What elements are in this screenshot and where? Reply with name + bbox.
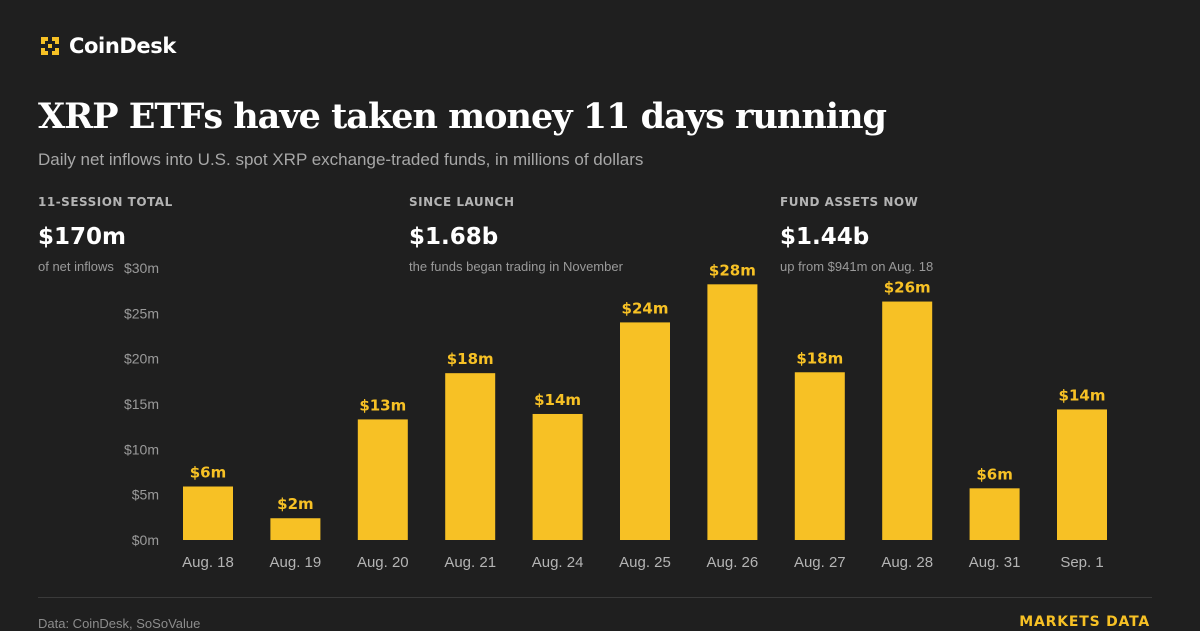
- x-tick-label: Sep. 1: [1060, 554, 1103, 571]
- bar-value-label: $28m: [709, 261, 756, 279]
- stat-value: $170m: [38, 224, 126, 250]
- bar: [445, 373, 496, 540]
- bar-value-label: $14m: [534, 391, 581, 409]
- x-tick-label: Aug. 26: [707, 554, 759, 571]
- source-note: Data: CoinDesk, SoSoValue: [38, 616, 201, 631]
- stat-value: $1.44b: [780, 224, 870, 250]
- bar-value-label: $18m: [796, 349, 843, 367]
- x-tick-label: Aug. 21: [444, 554, 496, 571]
- coindesk-logo-icon: [41, 37, 59, 55]
- stat-label: 11-SESSION TOTAL: [38, 195, 173, 209]
- stat-value: $1.68b: [409, 224, 499, 250]
- x-tick-label: Aug. 27: [794, 554, 846, 571]
- x-tick-label: Aug. 31: [969, 554, 1021, 571]
- bar-value-label: $24m: [622, 299, 669, 317]
- brand[interactable]: CoinDesk: [38, 34, 176, 58]
- stat-label: FUND ASSETS NOW: [780, 195, 919, 209]
- stat-session-total: 11-SESSION TOTAL $170m of net inflows: [38, 195, 368, 274]
- bar: [532, 413, 583, 540]
- bar: [620, 322, 670, 540]
- brand-name: CoinDesk: [69, 34, 176, 58]
- bar: [1057, 409, 1107, 540]
- y-tick-label: $20m: [124, 351, 159, 367]
- bar: [882, 301, 933, 540]
- bar: [357, 419, 408, 540]
- markets-data-link[interactable]: MARKETS DATA: [1019, 614, 1150, 630]
- bar-value-label: $2m: [277, 495, 314, 513]
- bar: [183, 486, 233, 540]
- subhead: Daily net inflows into U.S. spot XRP exc…: [38, 150, 644, 169]
- y-tick-label: $0m: [132, 532, 159, 548]
- footer-divider: [38, 597, 1152, 598]
- x-tick-label: Aug. 28: [881, 554, 933, 571]
- stat-note: up from $941m on Aug. 18: [780, 259, 934, 274]
- headline: XRP ETFs have taken money 11 days runnin…: [38, 96, 887, 137]
- y-tick-label: $10m: [124, 441, 159, 457]
- bar-value-label: $6m: [976, 465, 1013, 483]
- x-tick-label: Aug. 18: [182, 554, 234, 571]
- stat-label: SINCE LAUNCH: [409, 195, 515, 209]
- x-tick-label: Aug. 20: [357, 554, 409, 571]
- bar: [270, 518, 321, 540]
- stat-fund-assets: FUND ASSETS NOW $1.44b up from $941m on …: [780, 195, 1110, 274]
- x-tick-label: Aug. 24: [532, 554, 584, 571]
- x-tick-label: Aug. 25: [619, 554, 671, 571]
- bar-value-label: $18m: [447, 350, 494, 368]
- bar-value-label: $26m: [884, 279, 931, 297]
- x-tick-label: Aug. 19: [270, 554, 322, 571]
- bar-value-label: $6m: [190, 464, 227, 482]
- bar: [794, 372, 845, 540]
- stat-since-launch: SINCE LAUNCH $1.68b the funds began trad…: [409, 195, 739, 274]
- stat-note: the funds began trading in November: [409, 259, 623, 274]
- bar: [969, 488, 1020, 540]
- y-tick-label: $15m: [124, 396, 159, 412]
- stat-note: of net inflows: [38, 259, 114, 274]
- y-tick-label: $25m: [124, 305, 159, 321]
- bar-value-label: $13m: [359, 396, 406, 414]
- y-tick-label: $30m: [124, 260, 159, 276]
- bar-value-label: $14m: [1059, 386, 1106, 404]
- y-tick-label: $5m: [132, 487, 159, 503]
- bar: [707, 284, 758, 540]
